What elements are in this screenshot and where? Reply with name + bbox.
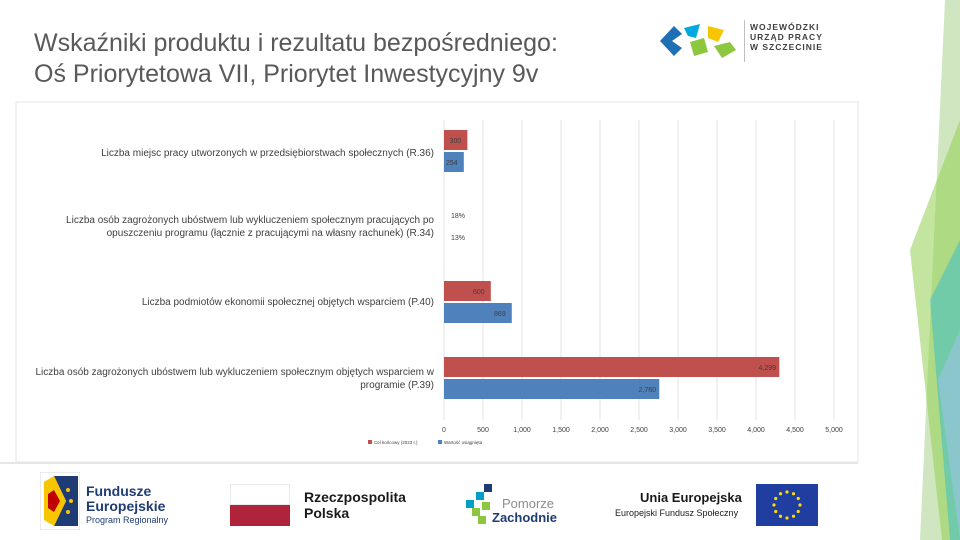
x-tick-label: 3,000: [669, 427, 687, 434]
eu-star: [798, 503, 802, 507]
eu-flag-icon: [756, 484, 818, 526]
eu-star: [774, 496, 778, 501]
data-label: 600: [473, 289, 485, 296]
data-label: 18%: [451, 213, 465, 220]
legend-label: Wartość osiągnięta: [444, 440, 483, 445]
ue-text-line2: Europejski Fundusz Społeczny: [615, 508, 739, 518]
decorative-stripes: [910, 0, 960, 540]
ue-text-line1: Unia Europejska: [640, 490, 742, 505]
title-line-1: Wskaźniki produktu i rezultatu bezpośred…: [34, 29, 558, 57]
fe-text-line1: Fundusze: [86, 483, 152, 499]
eu-star: [772, 503, 776, 507]
eu-star: [796, 509, 800, 514]
x-tick-label: 500: [477, 427, 489, 434]
pz-text-line2: Zachodnie: [492, 510, 558, 525]
fe-text-line3: Program Regionalny: [86, 515, 169, 525]
bar-achieved: [444, 303, 512, 323]
wup-logo-text: WOJEWÓDZKI URZĄD PRACY W SZCZECINIE: [750, 22, 823, 52]
bar-achieved: [444, 379, 660, 399]
legend-swatch: [368, 440, 372, 444]
data-label: 254: [446, 160, 458, 167]
category-label-p39: Liczba osób zagrożonych ubóstwem lub wyk…: [35, 367, 434, 391]
pz-text-line1: Pomorze: [502, 496, 555, 511]
rp-text-line1: Rzeczpospolita: [304, 489, 406, 505]
eu-star: [791, 492, 796, 496]
pomorze-zachodnie-logo-icon: [466, 484, 492, 524]
x-tick-label: 3,500: [708, 427, 726, 434]
eu-star: [778, 492, 783, 496]
footer-divider: [0, 462, 858, 464]
data-label: 869: [494, 311, 506, 318]
bar-achieved: [444, 152, 464, 172]
eu-star: [785, 490, 789, 494]
legend: Cel końcowy (2023 r.) Wartość osiągnięta: [368, 440, 483, 445]
eu-star: [778, 514, 783, 518]
bar-target: [444, 357, 780, 377]
x-tick-label: 2,000: [591, 427, 609, 434]
x-tick-label: 0: [442, 427, 446, 434]
title-line-2: Oś Priorytetowa VII, Priorytet Inwestycy…: [34, 60, 539, 88]
legend-swatch: [438, 440, 442, 444]
bar-target: [444, 281, 491, 301]
data-label: 13%: [451, 235, 465, 242]
x-tick-label: 2,500: [630, 427, 648, 434]
eu-star: [791, 514, 796, 518]
eu-star: [774, 509, 778, 514]
x-tick-label: 4,000: [747, 427, 765, 434]
category-label-p40: Liczba podmiotów ekonomii społecznej obj…: [141, 297, 434, 308]
x-tick-label: 5,000: [825, 427, 843, 434]
x-tick-label: 1,500: [552, 427, 570, 434]
eu-star: [796, 496, 800, 501]
fe-text-line2: Europejskie: [86, 498, 166, 514]
fundusze-europejskie-logo-icon: [40, 472, 80, 530]
data-label: 300: [450, 138, 462, 145]
wup-logo-icon: [660, 20, 745, 62]
polish-flag-icon: [230, 484, 290, 526]
category-label-r36: Liczba miejsc pracy utworzonych w przeds…: [101, 148, 434, 159]
legend-label: Cel końcowy (2023 r.): [374, 440, 418, 445]
bar-target: [444, 130, 468, 150]
category-label-r34: Liczba osób zagrożonych ubóstwem lub wyk…: [66, 215, 434, 239]
x-tick-label: 1,000: [513, 427, 531, 434]
data-label: 2,760: [639, 387, 657, 394]
slide-title: Wskaźniki produktu i rezultatu bezpośred…: [34, 28, 634, 90]
rp-text-line2: Polska: [304, 505, 350, 521]
eu-star: [785, 516, 789, 520]
bars: [444, 130, 780, 399]
data-label: 4,299: [759, 365, 777, 372]
bar-labels: 300 254 18% 13% 600 869 4,299 2,760: [446, 138, 776, 394]
x-tick-label: 4,500: [786, 427, 804, 434]
x-tick-labels: 0 500 1,000 1,500 2,000 2,500 3,000 3,500 4,000 4…: [442, 427, 843, 434]
